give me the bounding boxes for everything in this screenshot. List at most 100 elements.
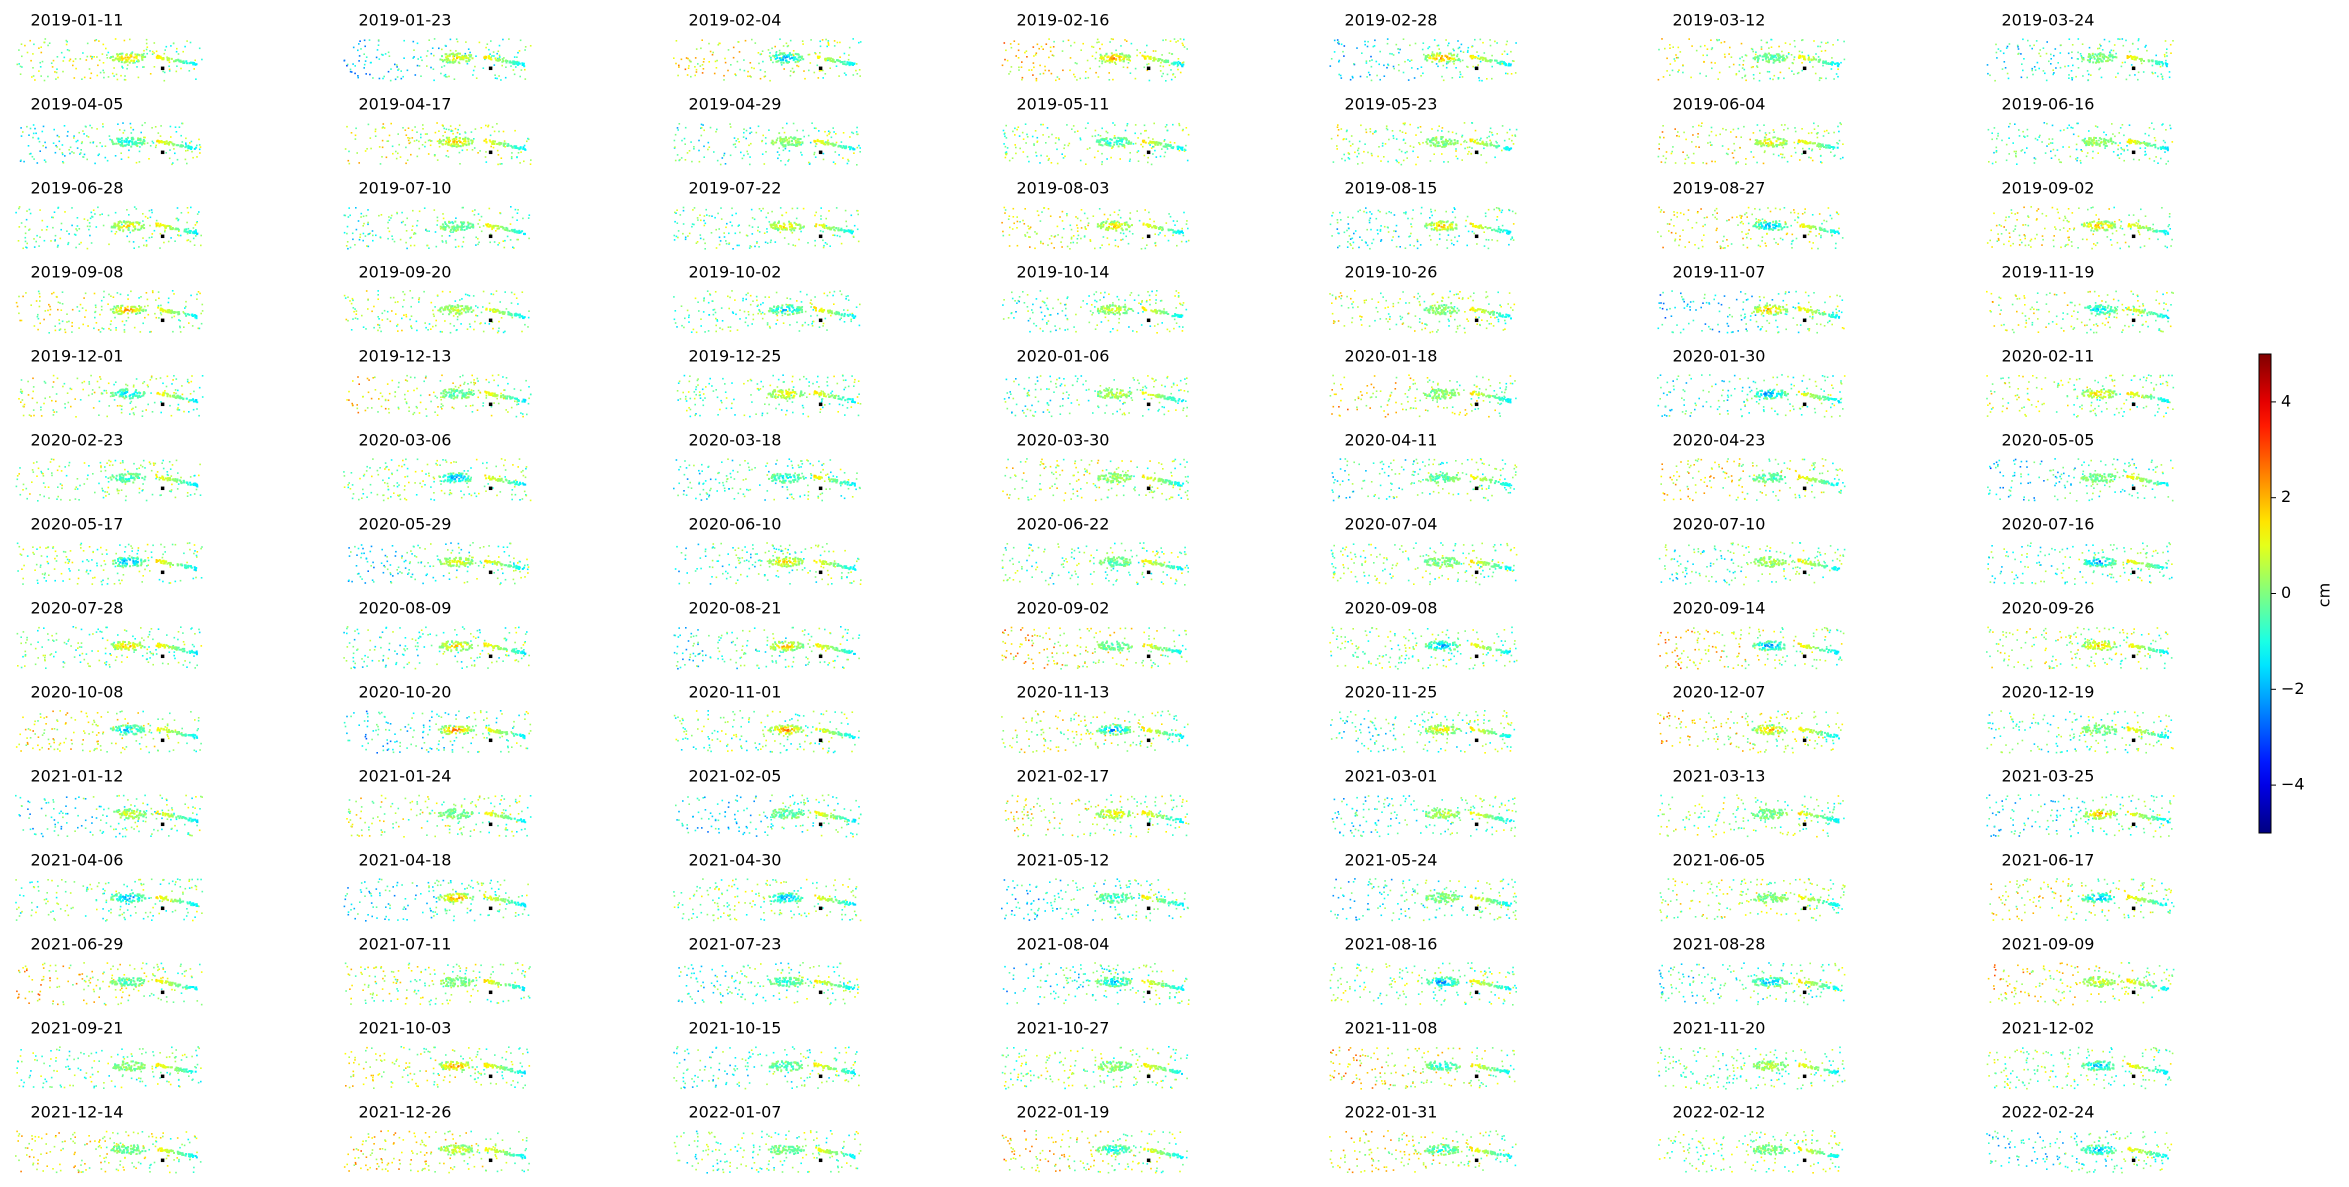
pixel <box>1183 39 1185 41</box>
pixel <box>2046 123 2048 125</box>
pixel <box>1006 151 1008 153</box>
pixel <box>174 153 176 155</box>
pixel <box>512 247 514 249</box>
pixel <box>146 43 148 45</box>
pixel <box>350 247 352 249</box>
pixel <box>1461 44 1463 46</box>
pixel <box>1386 125 1388 127</box>
pixel <box>392 153 394 155</box>
pixel <box>355 138 357 140</box>
pixel <box>1823 146 1825 148</box>
pixel <box>1453 60 1455 62</box>
pixel <box>490 225 492 227</box>
pixel <box>1101 128 1103 130</box>
pixel <box>130 127 132 129</box>
pixel <box>1036 52 1038 54</box>
pixel <box>1707 48 1709 50</box>
pixel <box>1167 144 1169 146</box>
pixel <box>98 40 100 42</box>
pixel <box>143 139 145 141</box>
pixel <box>1440 138 1442 140</box>
pixel <box>442 144 444 146</box>
pixel <box>435 231 437 233</box>
pixel <box>815 128 817 130</box>
pixel <box>677 129 679 131</box>
pixel <box>1403 139 1405 141</box>
pixel <box>1840 62 1842 64</box>
pixel <box>2068 74 2070 76</box>
pixel <box>846 226 848 228</box>
pixel <box>1489 39 1491 41</box>
pixel <box>128 140 130 142</box>
pixel <box>2148 135 2150 137</box>
pixel <box>781 64 783 66</box>
pixel <box>2060 52 2062 54</box>
pixel <box>2046 145 2048 147</box>
pixel <box>2166 65 2168 67</box>
pixel <box>2157 62 2159 64</box>
pixel <box>857 210 859 212</box>
pixel <box>1479 143 1481 145</box>
pixel <box>1062 50 1064 52</box>
pixel <box>176 51 178 53</box>
pixel <box>187 150 189 152</box>
pixel <box>746 130 748 132</box>
pixel <box>409 237 411 239</box>
pixel <box>1998 48 2000 50</box>
pixel <box>836 142 838 144</box>
pixel <box>2007 46 2009 48</box>
pixel <box>1453 63 1455 65</box>
pixel <box>1812 160 1814 162</box>
pixel <box>1824 61 1826 63</box>
pixel <box>1778 59 1780 61</box>
pixel <box>458 140 460 142</box>
pixel <box>2137 140 2139 142</box>
pixel <box>2077 157 2079 159</box>
pixel <box>1775 144 1777 146</box>
pixel <box>499 56 501 58</box>
pixel <box>21 222 23 224</box>
pixel <box>474 209 476 211</box>
pixel <box>828 57 830 59</box>
pixel <box>1337 126 1339 128</box>
pixel <box>1040 124 1042 126</box>
pixel <box>1801 70 1803 72</box>
pixel <box>2043 70 2045 72</box>
pixel <box>70 147 72 149</box>
pixel <box>783 62 785 64</box>
pixel <box>375 135 377 137</box>
pixel <box>1346 131 1348 133</box>
pixel <box>66 41 68 43</box>
pixel <box>795 245 797 247</box>
pixel <box>67 131 69 133</box>
pixel <box>450 229 452 231</box>
pixel <box>800 231 802 233</box>
pixel <box>354 65 356 67</box>
pixel <box>401 222 403 224</box>
pixel <box>2145 147 2147 149</box>
pixel <box>856 134 858 136</box>
pixel <box>138 77 140 79</box>
pixel <box>733 57 735 59</box>
pixel <box>756 242 758 244</box>
pixel <box>1674 60 1676 62</box>
pixel <box>93 56 95 58</box>
pixel <box>475 55 477 57</box>
pixel <box>1837 68 1839 70</box>
pixel <box>117 123 119 125</box>
pixel <box>1101 63 1103 65</box>
pixel <box>1035 152 1037 154</box>
pixel <box>1455 156 1457 158</box>
pixel <box>459 125 461 127</box>
pixel <box>786 212 788 214</box>
pixel <box>1691 162 1693 164</box>
pixel <box>752 217 754 219</box>
pixel <box>1408 79 1410 81</box>
pixel <box>2021 150 2023 152</box>
pixel <box>826 225 828 227</box>
pixel <box>57 245 59 247</box>
pixel <box>1145 142 1147 144</box>
pixel <box>188 145 190 147</box>
pixel <box>1161 76 1163 78</box>
pixel <box>451 226 453 228</box>
